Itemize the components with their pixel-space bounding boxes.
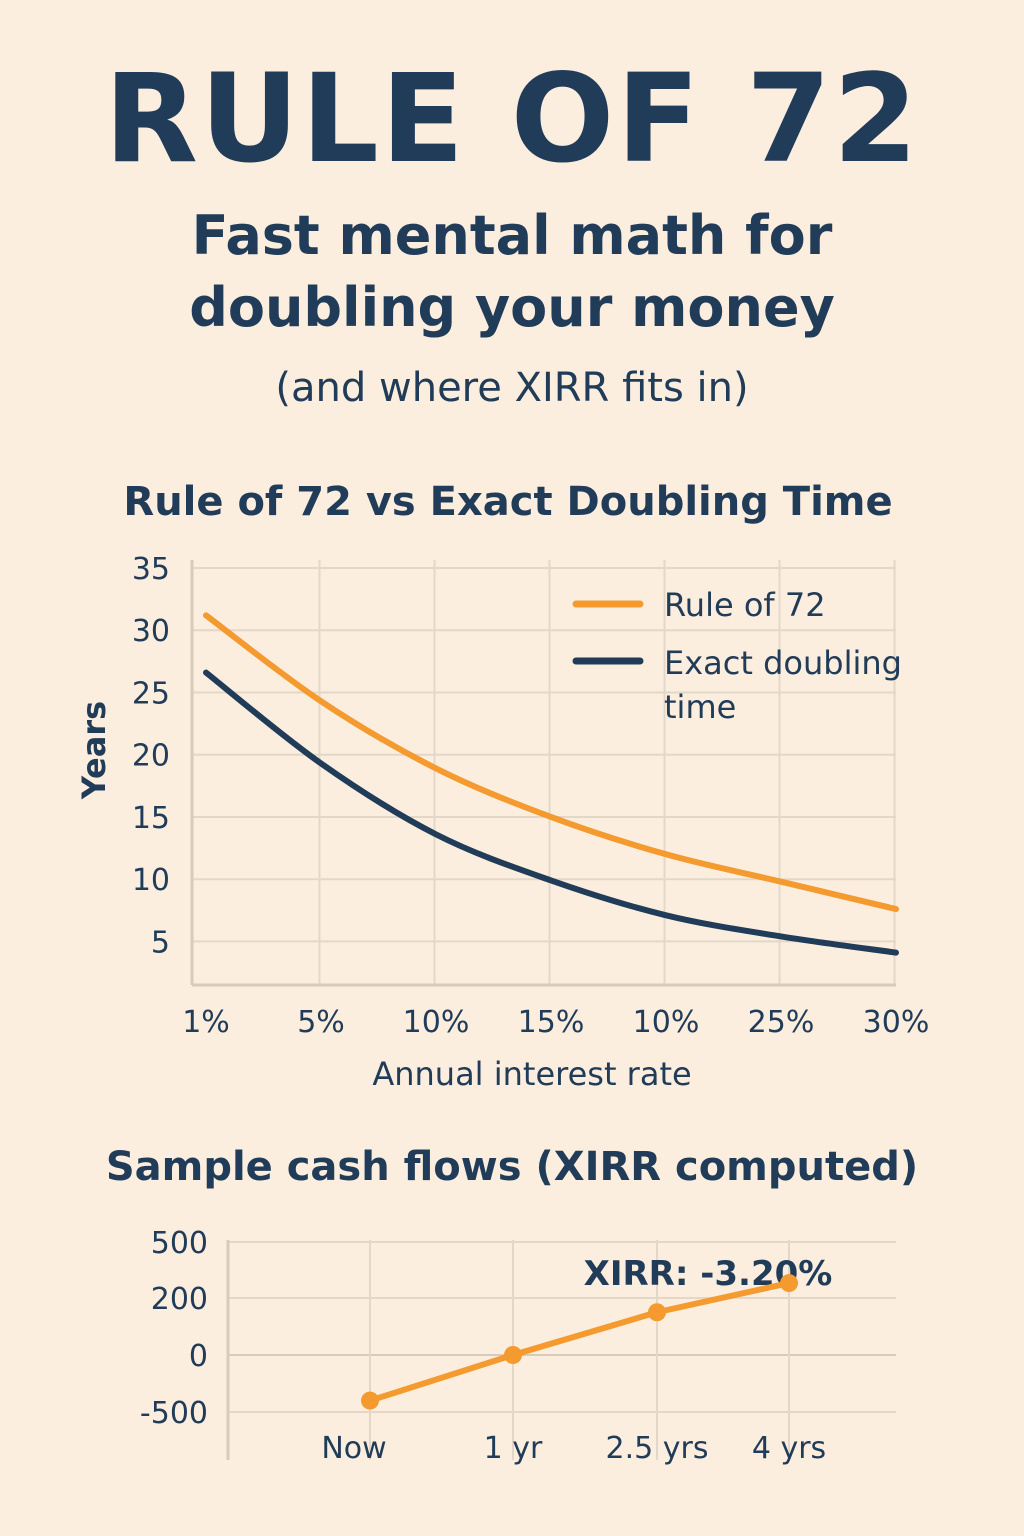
x-tick-label: 1% (182, 1005, 230, 1040)
y-tick-label: 5 (151, 925, 170, 960)
page-title: RULE OF 72 (104, 48, 920, 190)
chart2-title: Sample cash flows (XIRR computed) (106, 1144, 918, 1190)
y-tick-label: 20 (132, 739, 170, 774)
chart2-series (361, 1274, 798, 1410)
chart2-x-ticks: Now 1 yr 2.5 yrs 4 yrs (321, 1431, 826, 1466)
chart1-y-ticks: 5 10 15 20 25 30 35 (132, 552, 170, 960)
chart1-axes (190, 560, 896, 987)
x-tick-label: 10% (403, 1005, 470, 1040)
y-tick-label: 35 (132, 552, 170, 587)
x-tick-label: 30% (863, 1005, 930, 1040)
x-tick-label: 4 yrs (752, 1431, 826, 1466)
legend-exact-label: Exact doubling time (664, 644, 912, 726)
chart1-y-axis-label: Years (75, 701, 113, 800)
y-tick-label: 0 (189, 1339, 208, 1374)
cash-flow-point (780, 1274, 798, 1293)
y-tick-label: 25 (132, 676, 170, 711)
chart1-x-ticks: 1% 5% 10% 15% 10% 25% 30% (182, 1005, 929, 1040)
legend-rule72-label: Rule of 72 (664, 586, 826, 624)
chart1-title: Rule of 72 vs Exact Doubling Time (123, 479, 892, 525)
x-tick-label: 15% (518, 1005, 585, 1040)
y-tick-label: 200 (151, 1282, 208, 1317)
series-line-rule-of-72 (203, 612, 899, 913)
x-tick-label: Now (321, 1431, 386, 1466)
cash-flow-line (369, 1280, 790, 1404)
x-tick-label: 2.5 yrs (606, 1431, 709, 1466)
series-line-exact-doubling (203, 669, 899, 956)
cash-flow-point (361, 1391, 379, 1410)
x-tick-label: 25% (748, 1005, 815, 1040)
y-tick-label: 30 (132, 614, 170, 649)
doubling-time-chart: Rule of 72 vs Exact Doubling Time 5 10 15 2… (75, 479, 929, 1093)
subtitle-line-1: Fast mental math for (191, 204, 833, 267)
cash-flow-chart: Sample cash flows (XIRR computed) 500 200… (106, 1144, 918, 1466)
page-note: (and where XIRR fits in) (275, 365, 749, 411)
y-tick-label: 15 (132, 801, 170, 836)
chart1-series (203, 612, 899, 956)
chart1-x-axis-label: Annual interest rate (372, 1055, 691, 1093)
x-tick-label: 10% (633, 1005, 700, 1040)
chart1-legend: Rule of 72 Exact doubling time (572, 586, 912, 726)
chart1-grid (192, 560, 896, 985)
cash-flow-point (504, 1346, 522, 1364)
page-subtitle: Fast mental math for doubling your money (0, 200, 1024, 344)
cash-flow-point (648, 1303, 666, 1322)
y-tick-label: -500 (140, 1396, 208, 1431)
x-tick-label: 5% (297, 1005, 345, 1040)
subtitle-line-2: doubling your money (189, 276, 835, 339)
y-tick-label: 500 (151, 1226, 208, 1261)
chart2-y-ticks: 500 200 0 -500 (140, 1226, 208, 1431)
y-tick-label: 10 (132, 863, 170, 898)
x-tick-label: 1 yr (484, 1431, 543, 1466)
